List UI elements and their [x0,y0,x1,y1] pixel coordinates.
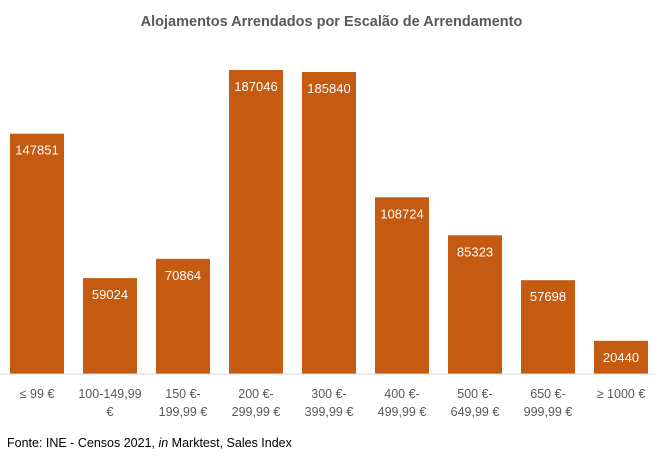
x-tick-label-line: 650 €- [530,387,565,401]
data-label: 147851 [15,143,58,158]
data-label: 185840 [307,81,350,96]
bar-chart: 147851 59024 70864 187046 185840 108724 85323 5… [0,70,655,419]
data-label: 85323 [457,244,493,259]
data-label: 57698 [530,289,566,304]
x-tick-label-line: 399,99 € [305,405,354,419]
x-tick-label: 300 €- 399,99 € [305,387,354,419]
bar [594,340,648,374]
x-tick-label-line: 400 €- [384,387,419,401]
x-tick-label-line: 999,99 € [524,405,573,419]
source-prefix: Fonte: INE - Censos 2021, [7,436,159,450]
bar [229,70,283,374]
x-tick-label-line: 200 €- [238,387,273,401]
x-tick-label: 100-149,99 € [78,387,141,419]
data-label: 20440 [603,350,639,365]
bar [375,197,429,374]
data-label: 187046 [234,79,277,94]
source-italic: in [158,436,169,450]
bar [156,258,210,374]
x-tick-label-line: 500 €- [457,387,492,401]
x-tick-label-line: ≤ 99 € [20,387,55,401]
data-label: 59024 [92,287,128,302]
x-tick-label-line: 100-149,99 [78,387,141,401]
x-tick-label-line: 300 €- [311,387,346,401]
bar [521,280,575,374]
bar [302,72,356,374]
x-tick-label: 150 €- 199,99 € [159,387,208,419]
data-label: 108724 [380,206,423,221]
bar [83,278,137,374]
bar [10,133,64,374]
x-tick-label-line: ≥ 1000 € [597,387,646,401]
bar [448,235,502,374]
x-tick-label-line: 649,99 € [451,405,500,419]
x-tick-label-line: 150 €- [165,387,200,401]
bars-group: 147851 59024 70864 187046 185840 108724 85323 5… [10,70,648,374]
x-tick-label-line: 299,99 € [232,405,281,419]
x-tick-label: ≥ 1000 € [597,387,646,401]
source-suffix: Marktest, Sales Index [168,436,292,450]
x-tick-labels: ≤ 99 € 100-149,99 €150 €- 199,99 € 200 €- 299… [20,387,646,419]
data-label: 70864 [165,268,201,283]
x-tick-label: 650 €- 999,99 € [524,387,573,419]
source-note: Fonte: INE - Censos 2021, in Marktest, S… [7,436,292,450]
x-tick-label: ≤ 99 € [20,387,55,401]
x-tick-label-line: 199,99 € [159,405,208,419]
x-tick-label: 400 €- 499,99 € [378,387,427,419]
x-tick-label-line: 499,99 € [378,405,427,419]
x-tick-label: 500 €- 649,99 € [451,387,500,419]
x-tick-label-line: € [107,405,114,419]
x-tick-label: 200 €- 299,99 € [232,387,281,419]
chart-title: Alojamentos Arrendados por Escalão de Ar… [140,14,523,30]
